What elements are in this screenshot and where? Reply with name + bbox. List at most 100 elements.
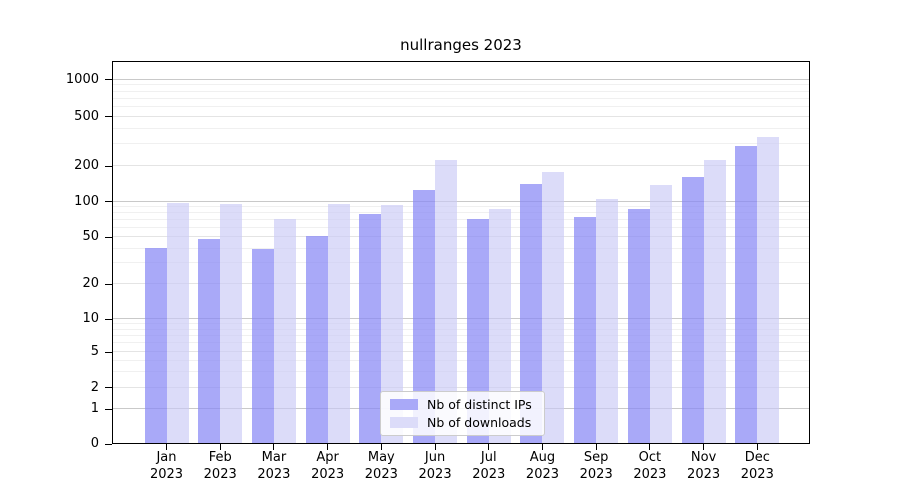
y-tick-label: 5	[90, 344, 99, 359]
bar-downloads-aug	[542, 172, 565, 444]
x-tick	[380, 444, 382, 450]
y-tick	[105, 165, 112, 167]
x-tick	[541, 444, 543, 450]
bar-downloads-jun	[435, 159, 458, 444]
y-gridline-major	[113, 165, 809, 166]
legend-swatch-downloads	[390, 416, 418, 428]
x-tick-label: Jul 2023	[457, 450, 521, 483]
x-tick	[488, 444, 490, 450]
bar-distinct-ips-apr	[305, 235, 328, 444]
x-tick-label: Nov 2023	[672, 450, 736, 483]
y-tick	[105, 283, 112, 285]
x-tick-label-year: 2023	[472, 466, 506, 482]
y-gridline-minor	[113, 323, 809, 325]
x-tick-label: May 2023	[349, 450, 413, 483]
y-gridline-minor	[113, 226, 809, 228]
y-tick-label: 500	[74, 108, 99, 124]
bar-distinct-ips-may	[359, 214, 382, 444]
bar-distinct-ips-nov	[681, 176, 704, 444]
y-tick-label: 200	[74, 158, 99, 173]
y-gridline-minor	[113, 97, 809, 99]
x-tick-label: Sep 2023	[564, 450, 628, 483]
y-tick-label: 1000	[65, 71, 99, 87]
y-gridline-minor	[113, 90, 809, 92]
legend-entry-downloads: Nb of downloads	[390, 415, 535, 430]
x-tick-label-month: Oct	[638, 450, 662, 465]
y-tick-label: 100	[74, 193, 99, 209]
y-gridline-major	[113, 386, 809, 388]
y-gridline-major	[113, 351, 809, 352]
y-tick	[105, 79, 112, 81]
bar-downloads-mar	[273, 219, 296, 444]
x-tick-label-month: Feb	[208, 450, 232, 465]
x-tick-label-year: 2023	[418, 466, 452, 482]
y-tick	[105, 236, 112, 238]
y-gridline-decade	[113, 78, 809, 80]
x-tick-label-year: 2023	[203, 466, 237, 482]
legend: Nb of distinct IPs Nb of downloads	[380, 391, 545, 436]
x-tick-label-year: 2023	[311, 466, 345, 482]
x-tick-label-month: Jun	[424, 450, 446, 465]
x-tick-label: Mar 2023	[242, 450, 306, 483]
bar-distinct-ips-dec	[735, 145, 758, 444]
y-gridline-minor	[113, 205, 809, 207]
bar-distinct-ips-jan	[144, 248, 167, 444]
x-tick-label-month: May	[367, 450, 395, 465]
bar-distinct-ips-sep	[574, 216, 597, 444]
x-tick-label-month: Jan	[156, 450, 177, 465]
y-gridline-minor	[113, 370, 809, 372]
y-gridline-major	[113, 115, 809, 117]
x-tick-label-month: Jul	[480, 450, 497, 465]
bar-downloads-dec	[757, 137, 780, 444]
x-tick	[649, 444, 651, 450]
y-gridline-major	[113, 283, 809, 284]
x-tick-label: Dec 2023	[725, 450, 789, 483]
x-tick-label-year: 2023	[257, 466, 291, 482]
y-gridline-minor	[113, 143, 809, 145]
y-tick-label: 0	[90, 436, 99, 451]
y-tick-label: 1	[90, 401, 99, 416]
legend-swatch-distinct-ips	[390, 399, 418, 411]
bar-distinct-ips-oct	[627, 208, 650, 444]
legend-label-downloads: Nb of downloads	[427, 414, 532, 430]
y-tick-label: 2	[90, 379, 99, 395]
x-tick	[166, 444, 167, 450]
x-tick	[703, 444, 705, 450]
y-gridline-decade	[113, 200, 809, 202]
legend-entry-distinct-ips: Nb of distinct IPs	[390, 397, 535, 412]
x-tick-label-month: Nov	[690, 450, 717, 465]
x-tick-label-year: 2023	[364, 466, 398, 482]
x-tick-label: Feb 2023	[188, 450, 252, 483]
x-tick-label-year: 2023	[525, 466, 560, 482]
y-gridline-minor	[113, 127, 809, 129]
x-tick	[756, 444, 758, 450]
bar-downloads-sep	[596, 198, 619, 444]
bar-downloads-jan	[166, 203, 189, 444]
y-tick	[105, 201, 112, 202]
y-gridline-minor	[113, 84, 809, 86]
x-tick-label-month: Aug	[529, 450, 556, 465]
legend-label-distinct-ips: Nb of distinct IPs	[427, 397, 532, 413]
x-tick-label: Apr 2023	[296, 450, 360, 483]
y-tick	[105, 387, 112, 388]
bar-distinct-ips-aug	[520, 184, 543, 444]
chart-title: nullranges 2023	[400, 36, 522, 54]
y-tick	[105, 116, 112, 118]
x-tick	[273, 444, 275, 450]
y-tick-label: 20	[82, 276, 99, 291]
bar-distinct-ips-jun	[413, 189, 436, 444]
bar-downloads-jul	[488, 208, 511, 444]
x-tick-label-year: 2023	[579, 466, 613, 482]
y-tick	[105, 443, 112, 445]
x-tick-label-month: Mar	[261, 450, 287, 465]
x-tick	[434, 444, 436, 450]
x-tick-label-year: 2023	[633, 466, 667, 482]
y-tick	[105, 318, 112, 320]
y-gridline-minor	[113, 262, 809, 264]
x-tick-label: Jun 2023	[403, 450, 467, 483]
bar-downloads-apr	[327, 203, 350, 444]
x-tick-label-year: 2023	[687, 466, 721, 482]
x-tick	[219, 444, 221, 450]
x-tick-label-month: Sep	[583, 450, 609, 465]
